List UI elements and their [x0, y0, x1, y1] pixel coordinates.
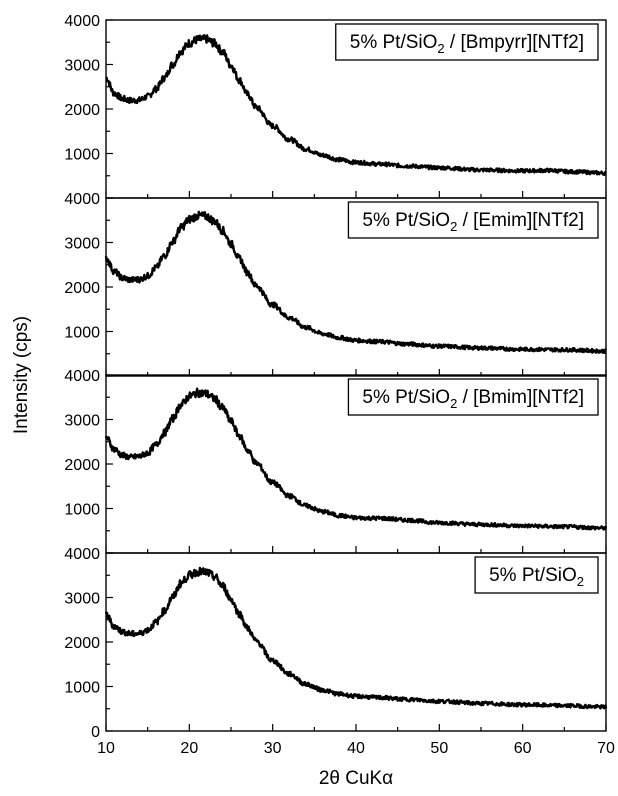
legend-box: 5% Pt/SiO2 / [Bmpyrr][NTf2]: [335, 23, 599, 61]
panel-1: 1000 2000 3000 4000 5% Pt/SiO2 / [Bmpyrr][NT…: [64, 13, 607, 199]
legend-label: 5% Pt/SiO2 / [Emim][NTf2]: [362, 210, 584, 234]
y-tick-label: 3000: [64, 413, 100, 430]
legend-text-rest: / [Bmim][NTf2]: [457, 387, 584, 408]
panel-2: 1000 2000 3000 4000 5% Pt/SiO2 / [Emim][NTf2…: [64, 191, 608, 377]
x-tick-label: 30: [264, 740, 282, 757]
series-line: [104, 566, 608, 710]
y-tick-label: 4000: [64, 368, 100, 385]
legend-frame: [474, 556, 599, 594]
legend-frame: [347, 201, 599, 239]
legend-text-rest: / [Emim][NTf2]: [457, 210, 584, 231]
legend-box: 5% Pt/SiO2: [474, 556, 599, 594]
legend-text-rest: / [Bmpyrr][NTf2]: [445, 32, 584, 53]
series-line: [104, 387, 608, 531]
y-tick-label: 3000: [64, 58, 100, 75]
legend-subscript: 2: [437, 41, 444, 56]
x-tick-label: 10: [97, 740, 115, 757]
legend-frame: [335, 23, 599, 61]
y-tick-label: 4000: [64, 191, 100, 208]
legend-text-main: 5% Pt/SiO: [362, 387, 450, 408]
legend-label: 5% Pt/SiO2: [489, 565, 584, 589]
y-tick-label: 2000: [64, 102, 100, 119]
y-axis-label: Intensity (cps): [11, 316, 32, 434]
y-tick-label: 3000: [64, 591, 100, 608]
legend-subscript: 2: [577, 574, 584, 589]
legend-subscript: 2: [450, 396, 457, 411]
series-line: [105, 33, 607, 176]
x-tick-label: 60: [514, 740, 532, 757]
legend-box: 5% Pt/SiO2 / [Bmim][NTf2]: [347, 378, 599, 416]
series-line: [104, 210, 608, 354]
x-tick-label: 40: [347, 740, 365, 757]
y-tick-label: 1000: [64, 502, 100, 519]
panel-4: 0 1000 2000 3000 4000 5% Pt/SiO2: [64, 546, 608, 741]
legend-text-main: 5% Pt/SiO: [362, 210, 450, 231]
y-tick-label: 2000: [64, 457, 100, 474]
x-axis-label: 2θ CuKα: [319, 768, 393, 789]
legend-text-main: 5% Pt/SiO: [489, 565, 577, 586]
y-tick-label: 4000: [64, 13, 100, 30]
y-tick-label: 0: [91, 724, 100, 741]
x-tick-label: 20: [180, 740, 198, 757]
legend-text-main: 5% Pt/SiO: [350, 32, 438, 53]
y-tick-label: 1000: [64, 325, 100, 342]
legend-box: 5% Pt/SiO2 / [Emim][NTf2]: [347, 201, 599, 239]
panel-3: 1000 2000 3000 4000 5% Pt/SiO2 / [Bmim][NTf2…: [64, 368, 608, 554]
y-tick-label: 4000: [64, 546, 100, 563]
y-tick-label: 2000: [64, 635, 100, 652]
y-tick-label: 2000: [64, 280, 100, 297]
x-axis-ticks: 10 20 30 40 50 60 70: [97, 740, 615, 757]
legend-subscript: 2: [450, 219, 457, 234]
y-tick-label: 1000: [64, 147, 100, 164]
x-tick-label: 70: [597, 740, 615, 757]
y-tick-label: 3000: [64, 236, 100, 253]
legend-label: 5% Pt/SiO2 / [Bmim][NTf2]: [362, 387, 584, 411]
legend-frame: [347, 378, 599, 416]
legend-label: 5% Pt/SiO2 / [Bmpyrr][NTf2]: [350, 32, 584, 56]
x-tick-label: 50: [430, 740, 448, 757]
y-tick-label: 1000: [64, 680, 100, 697]
